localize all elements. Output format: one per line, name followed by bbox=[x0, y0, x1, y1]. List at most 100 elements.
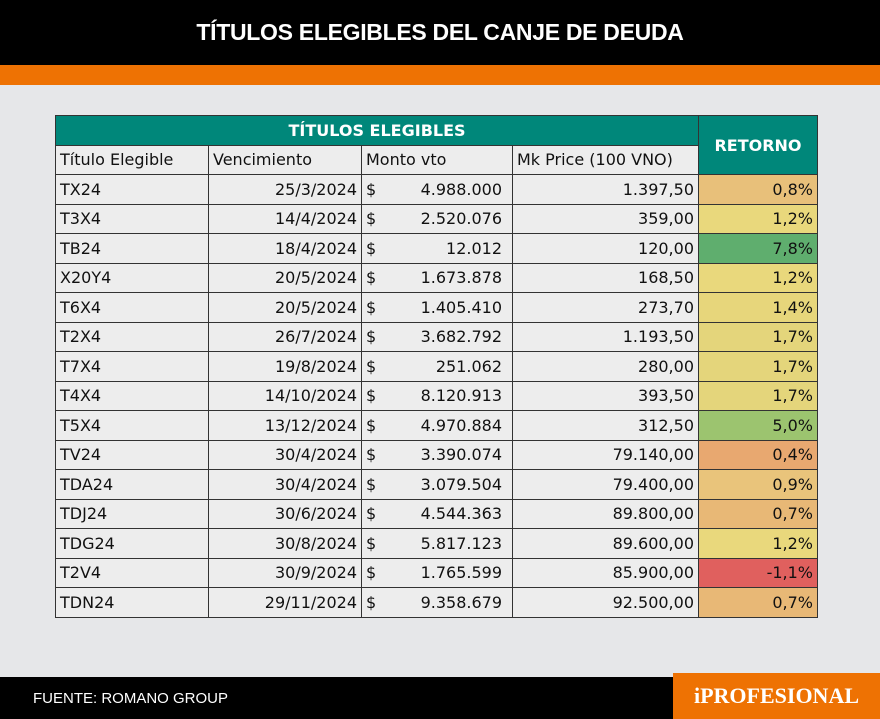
source-note: FUENTE: ROMANO GROUP bbox=[33, 690, 229, 707]
bond-ticker: TDN24 bbox=[55, 587, 209, 618]
bond-ticker: T5X4 bbox=[55, 410, 209, 441]
return-value: -1,1% bbox=[698, 557, 818, 588]
amount: 1.405.410 bbox=[420, 297, 502, 317]
maturity-date: 14/10/2024 bbox=[208, 380, 362, 411]
amount-cell: $12.012 bbox=[361, 233, 513, 264]
orange-stripe bbox=[0, 65, 880, 85]
bond-ticker: TB24 bbox=[55, 233, 209, 264]
maturity-date: 25/3/2024 bbox=[208, 174, 362, 205]
amount-cell: $4.970.884 bbox=[361, 410, 513, 441]
amount-cell: $1.405.410 bbox=[361, 292, 513, 323]
amount-cell: $5.817.123 bbox=[361, 528, 513, 559]
currency-symbol: $ bbox=[366, 268, 377, 288]
eligible-bonds-table: TÍTULOS ELEGIBLES RETORNO Título Elegibl… bbox=[55, 115, 818, 618]
table-row: TV24 30/4/2024 $3.390.074 79.140,00 0,4% bbox=[55, 439, 818, 470]
table-row: T4X4 14/10/2024 $8.120.913 393,50 1,7% bbox=[55, 380, 818, 411]
bond-ticker: T6X4 bbox=[55, 292, 209, 323]
maturity-date: 20/5/2024 bbox=[208, 262, 362, 293]
maturity-date: 20/5/2024 bbox=[208, 292, 362, 323]
bond-ticker: TV24 bbox=[55, 439, 209, 470]
market-price: 79.140,00 bbox=[512, 439, 699, 470]
market-price: 89.600,00 bbox=[512, 528, 699, 559]
amount: 1.673.878 bbox=[420, 268, 502, 288]
table-row: T7X4 19/8/2024 $251.062 280,00 1,7% bbox=[55, 351, 818, 382]
market-price: 1.193,50 bbox=[512, 321, 699, 352]
amount-cell: $3.682.792 bbox=[361, 321, 513, 352]
market-price: 273,70 bbox=[512, 292, 699, 323]
amount: 4.970.884 bbox=[420, 415, 502, 435]
maturity-date: 30/4/2024 bbox=[208, 469, 362, 500]
bond-ticker: T7X4 bbox=[55, 351, 209, 382]
amount-cell: $4.544.363 bbox=[361, 498, 513, 529]
table-row: TDN24 29/11/2024 $9.358.679 92.500,00 0,… bbox=[55, 587, 818, 618]
return-value: 0,4% bbox=[698, 439, 818, 470]
maturity-date: 30/4/2024 bbox=[208, 439, 362, 470]
table-row: T2V4 30/9/2024 $1.765.599 85.900,00 -1,1… bbox=[55, 557, 818, 588]
market-price: 1.397,50 bbox=[512, 174, 699, 205]
return-value: 0,7% bbox=[698, 498, 818, 529]
currency-symbol: $ bbox=[366, 474, 377, 494]
currency-symbol: $ bbox=[366, 356, 377, 376]
maturity-date: 30/8/2024 bbox=[208, 528, 362, 559]
amount-cell: $8.120.913 bbox=[361, 380, 513, 411]
return-value: 1,2% bbox=[698, 203, 818, 234]
maturity-date: 19/8/2024 bbox=[208, 351, 362, 382]
amount-cell: $3.079.504 bbox=[361, 469, 513, 500]
currency-symbol: $ bbox=[366, 445, 377, 465]
maturity-date: 14/4/2024 bbox=[208, 203, 362, 234]
table-row: T6X4 20/5/2024 $1.405.410 273,70 1,4% bbox=[55, 292, 818, 323]
col-header: Mk Price (100 VNO) bbox=[512, 144, 699, 175]
amount: 5.817.123 bbox=[420, 533, 502, 553]
amount: 4.988.000 bbox=[420, 179, 502, 199]
market-price: 280,00 bbox=[512, 351, 699, 382]
market-price: 85.900,00 bbox=[512, 557, 699, 588]
amount: 4.544.363 bbox=[420, 504, 502, 524]
bond-ticker: TDA24 bbox=[55, 469, 209, 500]
market-price: 168,50 bbox=[512, 262, 699, 293]
table-row: TDJ24 30/6/2024 $4.544.363 89.800,00 0,7… bbox=[55, 498, 818, 529]
bond-ticker: T4X4 bbox=[55, 380, 209, 411]
amount-cell: $3.390.074 bbox=[361, 439, 513, 470]
amount-cell: $9.358.679 bbox=[361, 587, 513, 618]
currency-symbol: $ bbox=[366, 504, 377, 524]
currency-symbol: $ bbox=[366, 238, 377, 258]
table-row: TB24 18/4/2024 $12.012 120,00 7,8% bbox=[55, 233, 818, 264]
amount: 8.120.913 bbox=[420, 386, 502, 406]
maturity-date: 29/11/2024 bbox=[208, 587, 362, 618]
bond-ticker: X20Y4 bbox=[55, 262, 209, 293]
table-row: TDG24 30/8/2024 $5.817.123 89.600,00 1,2… bbox=[55, 528, 818, 559]
bond-ticker: TDJ24 bbox=[55, 498, 209, 529]
amount: 3.079.504 bbox=[420, 474, 502, 494]
market-price: 79.400,00 bbox=[512, 469, 699, 500]
return-value: 0,9% bbox=[698, 469, 818, 500]
currency-symbol: $ bbox=[366, 563, 377, 583]
currency-symbol: $ bbox=[366, 415, 377, 435]
amount: 251.062 bbox=[435, 356, 502, 376]
return-value: 7,8% bbox=[698, 233, 818, 264]
group-header: TÍTULOS ELEGIBLES bbox=[55, 115, 699, 146]
currency-symbol: $ bbox=[366, 297, 377, 317]
page-title: TÍTULOS ELEGIBLES DEL CANJE DE DEUDA bbox=[0, 0, 880, 65]
return-value: 1,7% bbox=[698, 321, 818, 352]
return-value: 5,0% bbox=[698, 410, 818, 441]
amount-cell: $251.062 bbox=[361, 351, 513, 382]
return-value: 1,7% bbox=[698, 351, 818, 382]
amount: 1.765.599 bbox=[420, 563, 502, 583]
market-price: 120,00 bbox=[512, 233, 699, 264]
return-header: RETORNO bbox=[698, 115, 818, 175]
currency-symbol: $ bbox=[366, 533, 377, 553]
currency-symbol: $ bbox=[366, 209, 377, 229]
bond-ticker: T2X4 bbox=[55, 321, 209, 352]
amount: 2.520.076 bbox=[420, 209, 502, 229]
col-header: Título Elegible bbox=[55, 144, 209, 175]
market-price: 89.800,00 bbox=[512, 498, 699, 529]
col-header: Vencimiento bbox=[208, 144, 362, 175]
table-row: T3X4 14/4/2024 $2.520.076 359,00 1,2% bbox=[55, 203, 818, 234]
maturity-date: 30/9/2024 bbox=[208, 557, 362, 588]
amount-cell: $1.673.878 bbox=[361, 262, 513, 293]
bond-ticker: T3X4 bbox=[55, 203, 209, 234]
table-row: TDA24 30/4/2024 $3.079.504 79.400,00 0,9… bbox=[55, 469, 818, 500]
bond-ticker: TX24 bbox=[55, 174, 209, 205]
table-row: T2X4 26/7/2024 $3.682.792 1.193,50 1,7% bbox=[55, 321, 818, 352]
amount: 3.390.074 bbox=[420, 445, 502, 465]
